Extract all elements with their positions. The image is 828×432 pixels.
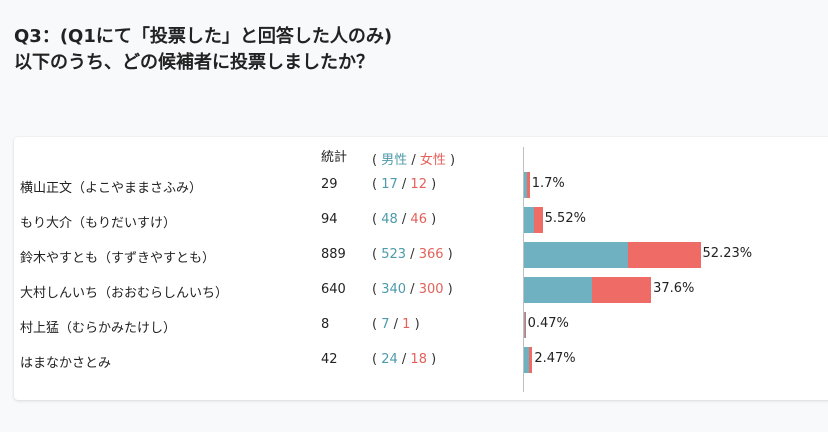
table-row: 村上猛（むらかみたけし） 8 ( 7 / 1 ) 0.47% <box>14 308 828 343</box>
candidate-name: 大村しんいち（おおむらしんいち） <box>20 286 229 301</box>
table-row: 横山正文（よこやままさふみ） 29 ( 17 / 12 ) 1.7% <box>14 168 828 203</box>
question-title: Q3：(Q1にて「投票した」と回答した人のみ) 以下のうち、どの候補者に投票しま… <box>14 24 392 76</box>
male-count: 340 <box>381 282 407 297</box>
female-bar-segment <box>533 207 543 233</box>
percent-label: 52.23% <box>702 246 753 261</box>
male-bar-segment <box>524 347 529 373</box>
split-separator: / <box>389 317 403 332</box>
vote-bar <box>524 277 652 303</box>
header-separator: / <box>407 153 420 168</box>
vote-total: 29 <box>321 177 338 192</box>
split-separator: / <box>397 352 411 367</box>
gender-split: ( 340 / 300 ) <box>372 282 453 297</box>
candidate-name: 横山正文（よこやままさふみ） <box>20 181 203 196</box>
split-close-paren: ) <box>426 177 437 192</box>
header-close-paren: ) <box>445 153 456 168</box>
vote-total: 8 <box>321 317 330 332</box>
percent-label: 37.6% <box>653 281 695 296</box>
header-open-paren: ( <box>372 153 382 168</box>
split-close-paren: ) <box>426 352 437 367</box>
male-count: 523 <box>381 247 407 262</box>
vote-total: 42 <box>321 352 338 367</box>
table-row: もり大介（もりだいすけ） 94 ( 48 / 46 ) 5.52% <box>14 203 828 238</box>
split-close-paren: ) <box>426 212 437 227</box>
female-count: 300 <box>418 282 444 297</box>
gender-split: ( 523 / 366 ) <box>372 247 453 262</box>
table-row: 大村しんいち（おおむらしんいち） 640 ( 340 / 300 ) 37.6% <box>14 273 828 308</box>
percent-label: 1.7% <box>531 176 565 191</box>
split-separator: / <box>406 247 419 262</box>
split-open-paren: ( <box>372 352 382 367</box>
male-bar-segment <box>524 207 534 233</box>
split-open-paren: ( <box>372 282 382 297</box>
candidate-name: 村上猛（むらかみたけし） <box>20 321 177 336</box>
table-row: はまなかさとみ 42 ( 24 / 18 ) 2.47% <box>14 343 828 378</box>
male-count: 7 <box>381 317 390 332</box>
split-separator: / <box>397 212 411 227</box>
percent-label: 5.52% <box>544 211 586 226</box>
male-bar-segment <box>524 242 628 268</box>
male-count: 17 <box>381 177 398 192</box>
female-bar-segment <box>627 242 701 268</box>
question-line-2: 以下のうち、どの候補者に投票しましたか？ <box>14 52 374 73</box>
female-count: 12 <box>410 177 427 192</box>
results-card: 統計 ( 男性 / 女性 ) 横山正文（よこやままさふみ） 29( 17 / 12… <box>14 137 828 400</box>
male-bar-segment <box>524 312 526 338</box>
gender-split: ( 48 / 46 ) <box>372 212 436 227</box>
split-separator: / <box>397 177 411 192</box>
candidate-name: 鈴木やすとも（すずきやすとも） <box>20 251 216 266</box>
female-bar-segment <box>591 277 652 303</box>
vote-bar <box>524 312 526 338</box>
header-gender: ( 男性 / 女性 ) <box>372 149 455 168</box>
split-open-paren: ( <box>372 247 382 262</box>
female-bar-segment <box>528 347 533 373</box>
vote-total: 94 <box>321 212 338 227</box>
vote-total: 889 <box>321 247 346 262</box>
candidate-name: もり大介（もりだいすけ） <box>20 216 177 231</box>
male-count: 48 <box>381 212 398 227</box>
female-count: 18 <box>410 352 427 367</box>
split-close-paren: ) <box>410 317 420 332</box>
vote-bar <box>524 347 533 373</box>
split-open-paren: ( <box>372 212 382 227</box>
gender-split: ( 7 / 1 ) <box>372 317 420 332</box>
split-open-paren: ( <box>372 177 382 192</box>
vote-bar <box>524 172 530 198</box>
header-total: 統計 <box>321 150 348 165</box>
male-bar-segment <box>524 277 592 303</box>
table-row: 鈴木やすとも（すずきやすとも） 889 ( 523 / 366 ) 52.23% <box>14 238 828 273</box>
question-line-1: Q3：(Q1にて「投票した」と回答した人のみ) <box>14 26 393 47</box>
header-female: 女性 <box>419 153 446 168</box>
split-open-paren: ( <box>372 317 382 332</box>
chart-axis-line <box>523 147 524 392</box>
percent-label: 0.47% <box>527 316 569 331</box>
male-bar-segment <box>524 172 528 198</box>
candidate-name: はまなかさとみ <box>20 356 112 371</box>
female-count: 46 <box>410 212 427 227</box>
split-close-paren: ) <box>443 247 453 262</box>
percent-label: 2.47% <box>534 351 576 366</box>
female-count: 1 <box>402 317 411 332</box>
female-bar-segment <box>527 172 530 198</box>
male-count: 24 <box>381 352 398 367</box>
header-male: 男性 <box>381 153 408 168</box>
female-count: 366 <box>418 247 444 262</box>
gender-split: ( 17 / 12 ) <box>372 177 436 192</box>
vote-bar <box>524 242 701 268</box>
split-separator: / <box>406 282 419 297</box>
vote-total: 640 <box>321 282 346 297</box>
gender-split: ( 24 / 18 ) <box>372 352 436 367</box>
split-close-paren: ) <box>443 282 453 297</box>
vote-bar <box>524 207 543 233</box>
